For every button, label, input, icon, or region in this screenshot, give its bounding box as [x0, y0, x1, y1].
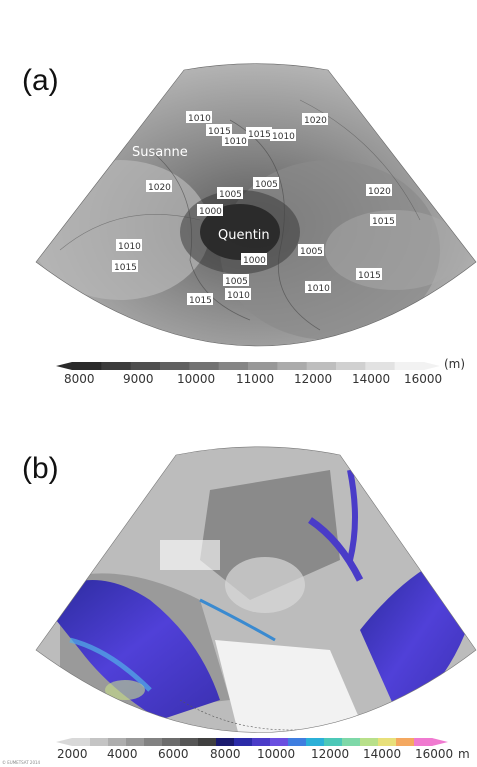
colorbar-b-tick: 14000 — [363, 747, 401, 761]
colorbar-b-cell — [306, 738, 325, 746]
colorbar-b-cell — [234, 738, 253, 746]
colorbar-b-cell — [162, 738, 181, 746]
colorbar-b-cell — [198, 738, 217, 746]
colorbar-b-cell — [90, 738, 109, 746]
colorbar-b-cell — [180, 738, 199, 746]
colorbar-b-cell — [396, 738, 415, 746]
colorbar-b-arrow-right — [432, 738, 448, 746]
colorbar-b-tick: 4000 — [107, 747, 138, 761]
colorbar-b-cell — [378, 738, 397, 746]
colorbar-b: 2000 4000 6000 8000 10000 12000 14000 16… — [56, 738, 470, 761]
colorbar-b-cell — [288, 738, 307, 746]
colorbar-b-cell — [126, 738, 145, 746]
colorbar-b-cell — [72, 738, 91, 746]
colorbar-b-cell — [144, 738, 163, 746]
colorbar-b-cell — [216, 738, 235, 746]
colorbar-b-unit: m — [458, 747, 470, 761]
colorbar-b-cell — [342, 738, 361, 746]
colorbar-b-tick: 2000 — [57, 747, 88, 761]
image-credit: © EUMETSAT 2014 — [2, 760, 40, 765]
colorbar-b-cell — [324, 738, 343, 746]
colorbar-b-arrow-left — [56, 738, 72, 746]
colorbar-b-tick: 8000 — [210, 747, 241, 761]
colorbar-b-cell — [108, 738, 127, 746]
colorbar-b-cell — [252, 738, 271, 746]
colorbar-b-cell — [360, 738, 379, 746]
colorbar-b-tick: 16000 — [415, 747, 453, 761]
colorbar-b-cell — [414, 738, 433, 746]
colorbar-b-tick: 6000 — [158, 747, 189, 761]
colorbar-b-cell — [270, 738, 289, 746]
colorbar-b-tick: 10000 — [257, 747, 295, 761]
colorbar-b-tick: 12000 — [311, 747, 349, 761]
